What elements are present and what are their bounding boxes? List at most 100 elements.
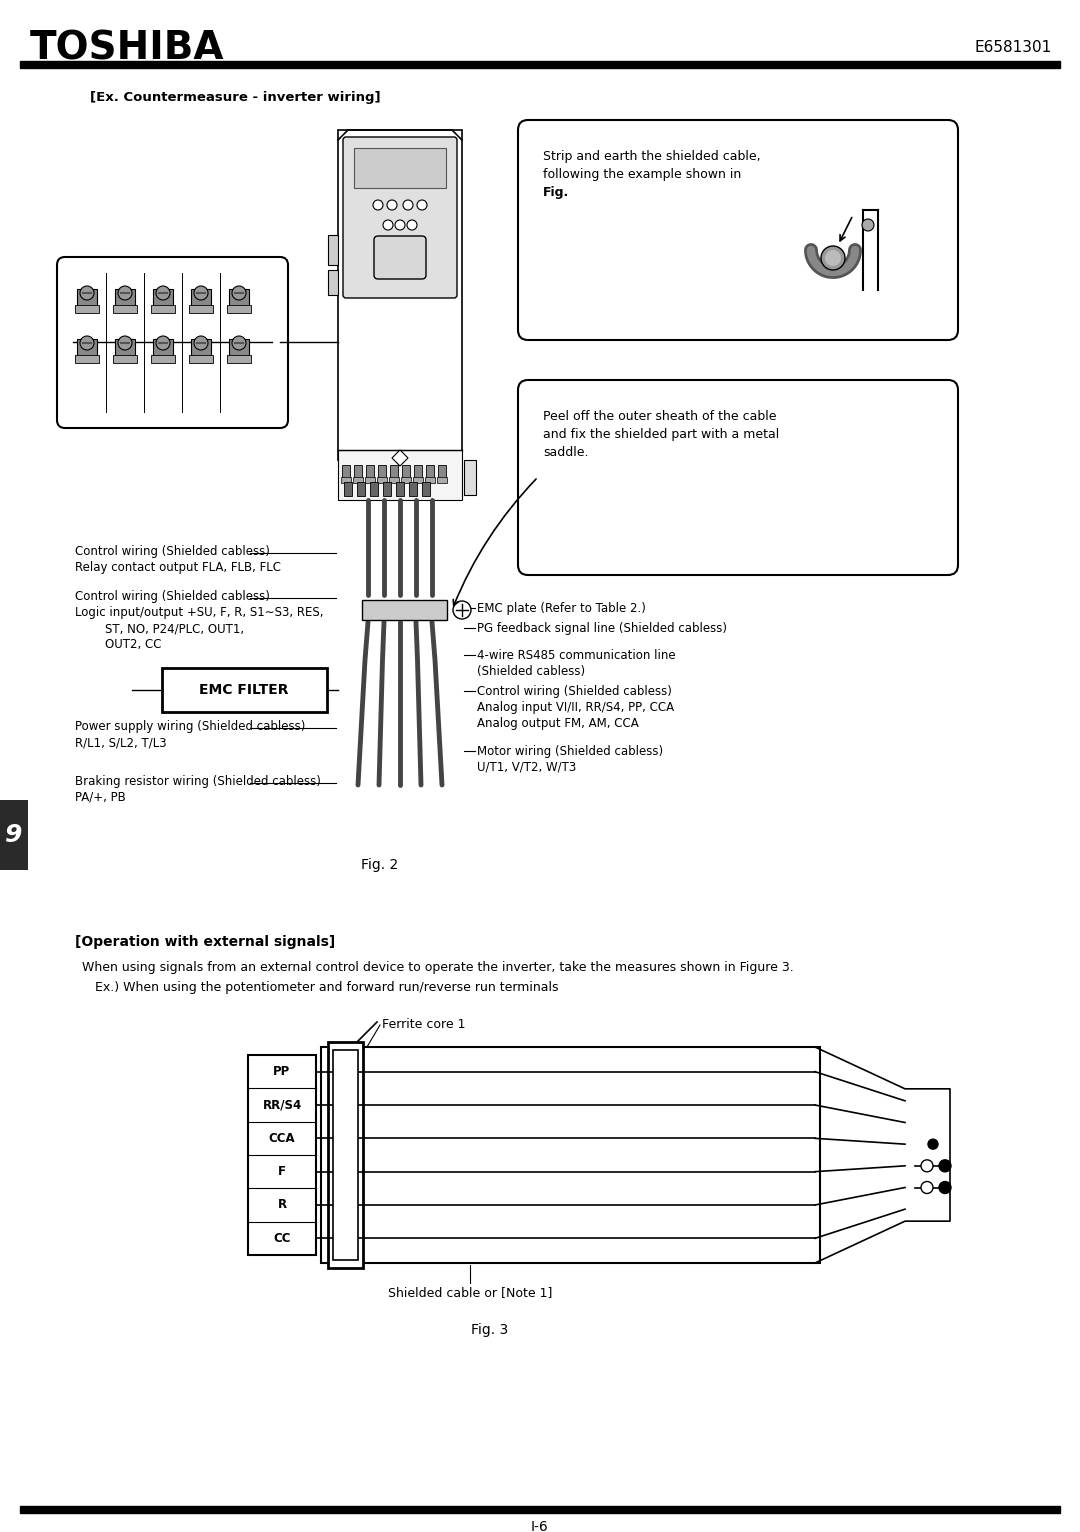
Bar: [77, 339, 97, 357]
Circle shape: [194, 286, 208, 300]
Circle shape: [453, 601, 471, 619]
Bar: [366, 466, 374, 480]
Text: F: F: [278, 1166, 286, 1178]
Bar: [113, 355, 137, 363]
Text: (Shielded cabless): (Shielded cabless): [477, 665, 585, 679]
Circle shape: [383, 221, 393, 230]
Bar: [248, 1056, 316, 1255]
Text: R/L1, S/L2, T/L3: R/L1, S/L2, T/L3: [75, 735, 166, 749]
Bar: [114, 290, 135, 306]
Circle shape: [417, 201, 427, 210]
Bar: [21, 61, 1059, 67]
Bar: [357, 483, 365, 496]
Bar: [328, 234, 338, 265]
Text: following the example shown in: following the example shown in: [543, 169, 741, 181]
FancyBboxPatch shape: [57, 257, 288, 427]
Bar: [342, 466, 350, 480]
Circle shape: [407, 221, 417, 230]
Text: Fig.: Fig.: [543, 185, 569, 199]
Text: Power supply wiring (Shielded cabless): Power supply wiring (Shielded cabless): [75, 720, 306, 732]
Bar: [227, 305, 251, 313]
Text: Control wiring (Shielded cabless): Control wiring (Shielded cabless): [75, 590, 270, 604]
Bar: [354, 466, 362, 480]
Bar: [113, 305, 137, 313]
Circle shape: [156, 336, 170, 349]
Circle shape: [194, 336, 208, 349]
Bar: [191, 290, 211, 306]
Bar: [396, 483, 404, 496]
Text: Peel off the outer sheath of the cable: Peel off the outer sheath of the cable: [543, 411, 777, 423]
Text: OUT2, CC: OUT2, CC: [75, 637, 162, 651]
Circle shape: [921, 1181, 933, 1193]
Text: Fig. 2: Fig. 2: [362, 858, 399, 872]
Text: 9: 9: [5, 823, 23, 847]
Bar: [422, 483, 430, 496]
Bar: [162, 668, 327, 712]
Text: I-6: I-6: [531, 1520, 549, 1532]
Circle shape: [921, 1160, 933, 1172]
FancyBboxPatch shape: [374, 236, 426, 279]
Bar: [338, 130, 462, 460]
Bar: [151, 355, 175, 363]
Bar: [401, 476, 411, 483]
Bar: [362, 601, 447, 620]
Bar: [438, 466, 446, 480]
FancyBboxPatch shape: [518, 380, 958, 574]
Text: EMC FILTER: EMC FILTER: [199, 683, 288, 697]
Bar: [341, 476, 351, 483]
Bar: [0, 800, 28, 870]
Circle shape: [387, 201, 397, 210]
Circle shape: [395, 221, 405, 230]
Circle shape: [939, 1160, 951, 1172]
Bar: [426, 466, 434, 480]
Text: CCA: CCA: [269, 1132, 295, 1144]
Circle shape: [80, 336, 94, 349]
Circle shape: [232, 336, 246, 349]
Circle shape: [80, 286, 94, 300]
Bar: [414, 466, 422, 480]
Text: [Operation with external signals]: [Operation with external signals]: [75, 935, 335, 948]
Bar: [189, 355, 213, 363]
Bar: [409, 483, 417, 496]
Bar: [353, 476, 363, 483]
Bar: [333, 1049, 357, 1259]
Bar: [378, 466, 386, 480]
Circle shape: [825, 250, 841, 267]
Bar: [229, 339, 249, 357]
FancyBboxPatch shape: [343, 136, 457, 299]
Bar: [390, 466, 399, 480]
Text: When using signals from an external control device to operate the inverter, take: When using signals from an external cont…: [82, 961, 794, 974]
Polygon shape: [392, 450, 408, 466]
Bar: [321, 1046, 820, 1262]
Text: Shielded cable or [Note 1]: Shielded cable or [Note 1]: [388, 1287, 552, 1299]
Text: R: R: [278, 1198, 286, 1212]
Bar: [328, 1042, 363, 1268]
Circle shape: [232, 286, 246, 300]
Circle shape: [821, 247, 845, 270]
Bar: [153, 290, 173, 306]
Text: and fix the shielded part with a metal: and fix the shielded part with a metal: [543, 427, 780, 441]
Text: Relay contact output FLA, FLB, FLC: Relay contact output FLA, FLB, FLC: [75, 561, 281, 574]
Bar: [383, 483, 391, 496]
Text: Motor wiring (Shielded cabless): Motor wiring (Shielded cabless): [477, 745, 663, 758]
Bar: [464, 460, 476, 495]
Text: Fig. 3: Fig. 3: [471, 1324, 509, 1337]
Text: 4-wire RS485 communication line: 4-wire RS485 communication line: [477, 650, 676, 662]
Circle shape: [118, 286, 132, 300]
Bar: [365, 476, 375, 483]
Text: U/T1, V/T2, W/T3: U/T1, V/T2, W/T3: [477, 761, 577, 774]
Bar: [114, 339, 135, 357]
Bar: [345, 483, 352, 496]
Text: Logic input/output +SU, F, R, S1∼S3, RES,: Logic input/output +SU, F, R, S1∼S3, RES…: [75, 607, 324, 619]
Text: Control wiring (Shielded cabless): Control wiring (Shielded cabless): [75, 545, 270, 558]
Bar: [402, 466, 410, 480]
Bar: [153, 339, 173, 357]
Text: RR/S4: RR/S4: [262, 1098, 301, 1112]
Text: PG feedback signal line (Shielded cabless): PG feedback signal line (Shielded cables…: [477, 622, 727, 634]
Bar: [75, 305, 99, 313]
Text: [Ex. Countermeasure - inverter wiring]: [Ex. Countermeasure - inverter wiring]: [90, 92, 380, 104]
Text: Control wiring (Shielded cabless): Control wiring (Shielded cabless): [477, 685, 672, 699]
Bar: [21, 1506, 1059, 1514]
Text: Ex.) When using the potentiometer and forward run/reverse run terminals: Ex.) When using the potentiometer and fo…: [95, 980, 558, 994]
Circle shape: [156, 286, 170, 300]
